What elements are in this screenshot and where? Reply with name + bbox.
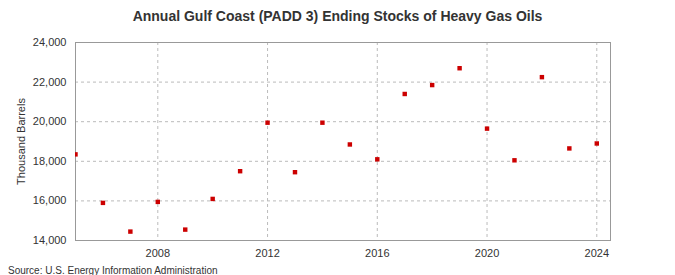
html-text:Annual Gulf Coast (PADD 3) End: Annual Gulf Coast (PADD 3) Ending Stocks…	[132, 8, 543, 24]
svg-text:Thousand Barrels: Thousand Barrels	[15, 98, 27, 185]
svg-text:2020: 2020	[475, 247, 499, 259]
svg-text:2008: 2008	[146, 247, 170, 259]
svg-text:16,000: 16,000	[33, 194, 67, 206]
svg-text:2012: 2012	[255, 247, 279, 259]
svg-text:24,000: 24,000	[33, 36, 67, 48]
svg-text:22,000: 22,000	[33, 76, 67, 88]
svg-text:2016: 2016	[365, 247, 389, 259]
svg-text:18,000: 18,000	[33, 155, 67, 167]
html-text:Source: U.S. Energy Informatio: Source: U.S. Energy Information Administ…	[8, 265, 218, 275]
svg-text:2024: 2024	[585, 247, 609, 259]
svg-text:20,000: 20,000	[33, 115, 67, 127]
svg-text:14,000: 14,000	[33, 234, 67, 246]
